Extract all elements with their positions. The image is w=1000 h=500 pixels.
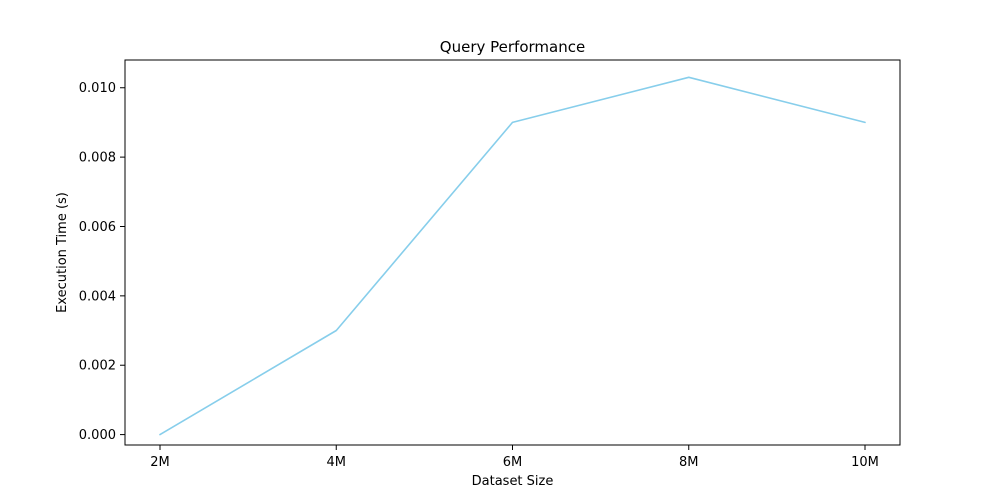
series-line <box>159 76 866 436</box>
y-axis: 0.000 0.002 0.004 0.006 0.008 0.010 <box>79 81 125 443</box>
x-tick-label: 4M <box>327 455 347 470</box>
y-tick-label: 0.002 <box>79 359 116 374</box>
x-tick-label: 8M <box>679 455 699 470</box>
y-tick-label: 0.000 <box>79 428 116 443</box>
x-axis-title: Dataset Size <box>472 474 554 489</box>
plot-area: 2M 4M 6M 8M 10M 0.0000.0020.0040.0060.0080.0… <box>79 59 901 470</box>
series-layer <box>159 76 866 436</box>
chart-title: Query Performance <box>440 38 585 56</box>
x-axis: 2M 4M 6M 8M 10M <box>150 445 879 470</box>
y-tick-label: 0.004 <box>79 289 116 304</box>
y-tick-label: 0.008 <box>79 151 116 166</box>
y-tick-label: 0.010 <box>79 81 116 96</box>
y-tick-label: 0.006 <box>79 220 116 235</box>
y-axis-title: Execution Time (s) <box>55 192 70 313</box>
x-tick-label: 10M <box>851 455 879 470</box>
x-tick-label: 6M <box>503 455 523 470</box>
x-tick-label: 2M <box>150 455 170 470</box>
